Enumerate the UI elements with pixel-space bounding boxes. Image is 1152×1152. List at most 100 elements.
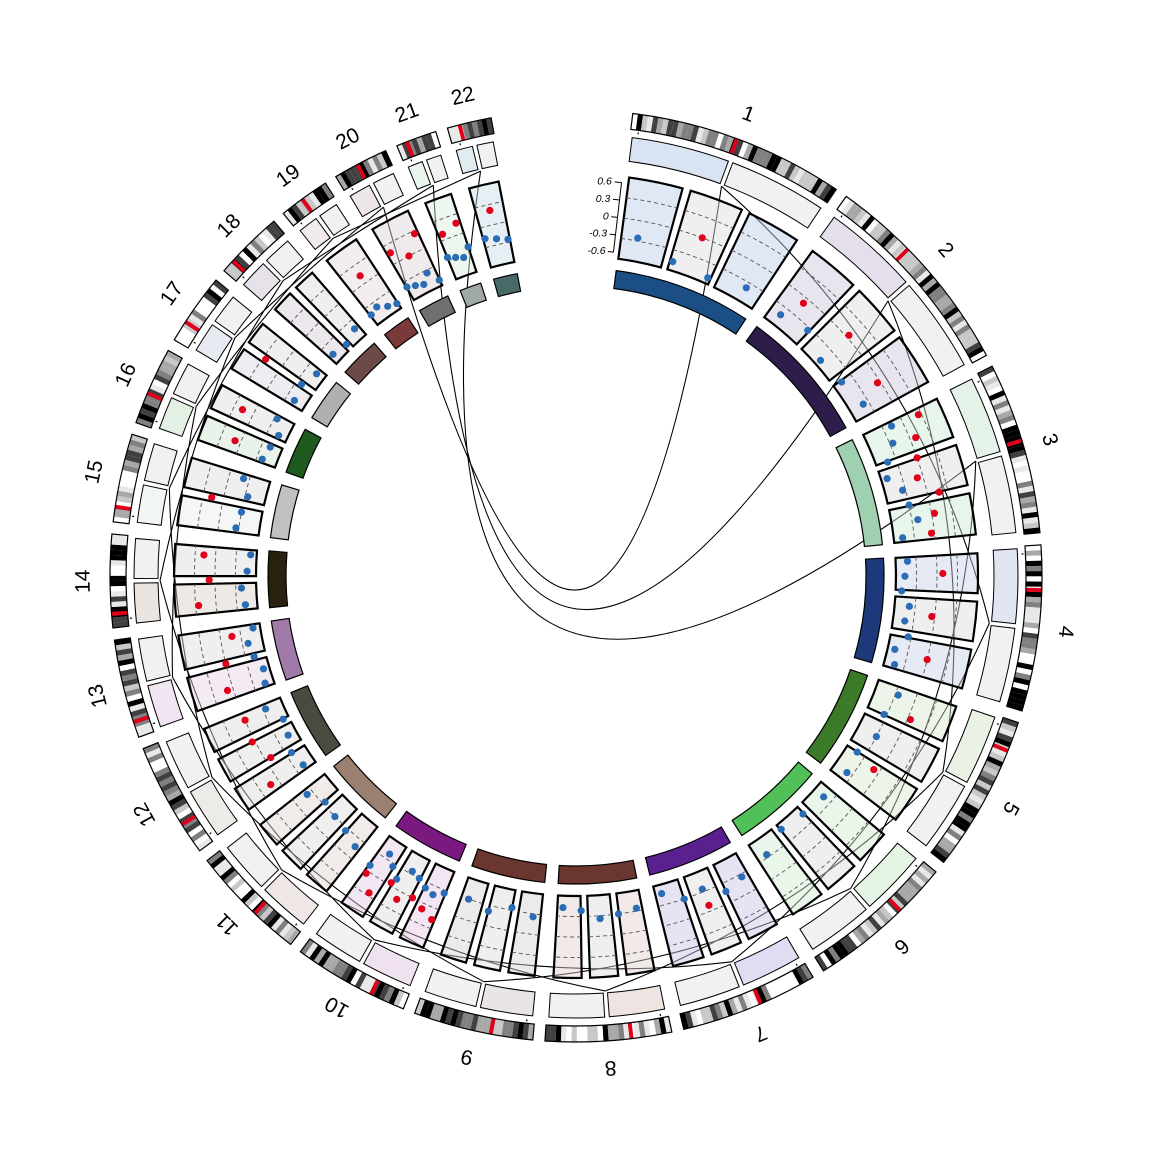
- scatter-point-blue: [331, 812, 339, 821]
- cytoband: [178, 811, 196, 825]
- cytoband: [227, 262, 243, 278]
- track-gridline: [479, 944, 504, 952]
- cytoband: [959, 332, 977, 346]
- cytoband: [1025, 555, 1042, 562]
- track-gridline: [228, 394, 241, 417]
- cytoband: [430, 131, 441, 149]
- scatter-point-blue: [420, 280, 428, 289]
- scatter-point-blue: [837, 378, 846, 386]
- cytoband: [1017, 485, 1035, 494]
- track-gridline: [844, 305, 879, 344]
- centromere-mark: [369, 979, 380, 996]
- cytoband: [1019, 496, 1036, 504]
- inner-segment-22: [492, 272, 522, 298]
- cytoband: [110, 544, 128, 551]
- cytoband: [116, 495, 133, 504]
- link-ribbon: [211, 776, 485, 983]
- cytoband: [675, 121, 685, 139]
- cytoband: [889, 895, 905, 911]
- cytoband: [859, 922, 874, 938]
- scatter-point-blue: [577, 907, 585, 915]
- cytoband: [359, 974, 372, 992]
- cytoband: [137, 412, 155, 424]
- cytoband: [920, 861, 936, 876]
- cytoband: [937, 298, 954, 312]
- track-gridline: [222, 720, 234, 744]
- track-panel: [849, 712, 941, 784]
- track-gridline: [935, 555, 938, 592]
- cytoband: [130, 434, 148, 444]
- track-panel: [831, 335, 930, 424]
- scatter-point-blue: [237, 508, 246, 516]
- track-panel: [439, 875, 490, 965]
- chromosome-label-12: 12: [129, 799, 160, 831]
- outer-band: [165, 732, 210, 789]
- cytoband: [303, 194, 318, 211]
- cytoband: [704, 129, 715, 147]
- track-panel: [216, 720, 303, 783]
- cytoband: [863, 918, 878, 935]
- scatter-point-blue: [899, 486, 907, 494]
- cytoband: [158, 364, 176, 377]
- scatter-point-blue: [905, 602, 913, 610]
- inner-segment-12: [290, 685, 342, 757]
- scatter-point-blue: [464, 243, 472, 251]
- scatter-point-red: [208, 493, 216, 501]
- ideogram-connector: [915, 864, 918, 867]
- cytoband: [788, 165, 801, 182]
- cytoband: [155, 770, 173, 783]
- track-gridline: [830, 807, 853, 832]
- track-gridline: [667, 937, 698, 947]
- track-gridline: [704, 923, 733, 936]
- scatter-point-blue: [883, 474, 891, 483]
- cytoband: [1004, 434, 1022, 445]
- track-gridline: [269, 766, 283, 787]
- track-gridline: [862, 767, 883, 796]
- outer-band: [133, 582, 161, 624]
- cytoband: [685, 123, 695, 141]
- scatter-point-blue: [329, 350, 337, 358]
- scatter-point-red: [410, 230, 419, 238]
- scatter-point-blue: [239, 475, 248, 483]
- cytoband: [910, 873, 926, 888]
- cytoband: [755, 986, 768, 1004]
- scatter-point-blue: [704, 274, 712, 282]
- ideogram-connector: [996, 723, 999, 725]
- track-panel: [398, 862, 456, 950]
- scatter-point-red: [418, 905, 426, 913]
- track-gridline: [432, 212, 458, 223]
- cytoband: [752, 147, 764, 164]
- scatter-point-red: [267, 780, 275, 789]
- cytoband: [612, 1024, 620, 1041]
- scatter-point-blue: [435, 276, 443, 284]
- chromosome-label-20: 20: [332, 123, 363, 154]
- scatter-point-blue: [880, 710, 888, 719]
- track-gridline: [673, 249, 717, 267]
- cytoband: [316, 185, 330, 203]
- scatter-point-red: [923, 655, 931, 664]
- ideogram-4: [1005, 544, 1043, 712]
- cytoband: [566, 1025, 572, 1042]
- cytoband: [255, 902, 271, 918]
- cytoband: [967, 346, 984, 359]
- cytoband: [182, 322, 199, 336]
- centromere-mark: [111, 610, 128, 616]
- inner-segment-17: [311, 381, 352, 428]
- track-gridline: [324, 303, 340, 318]
- cytoband: [867, 915, 882, 932]
- scatter-point-red: [248, 738, 256, 746]
- cytoband: [980, 370, 997, 383]
- cytoband: [898, 250, 914, 266]
- track-gridline: [338, 318, 353, 332]
- scatter-point-blue: [658, 889, 666, 898]
- track-gridline: [518, 911, 541, 916]
- cytoband: [354, 972, 367, 989]
- cytoband: [465, 1013, 474, 1030]
- cytoband: [1021, 511, 1039, 519]
- scatter-point-blue: [429, 891, 437, 899]
- outer-band: [143, 443, 178, 487]
- centromere-mark: [457, 124, 466, 141]
- inner-segment-21: [459, 282, 488, 309]
- scatter-point-blue: [596, 915, 604, 923]
- track-gridline: [897, 464, 909, 500]
